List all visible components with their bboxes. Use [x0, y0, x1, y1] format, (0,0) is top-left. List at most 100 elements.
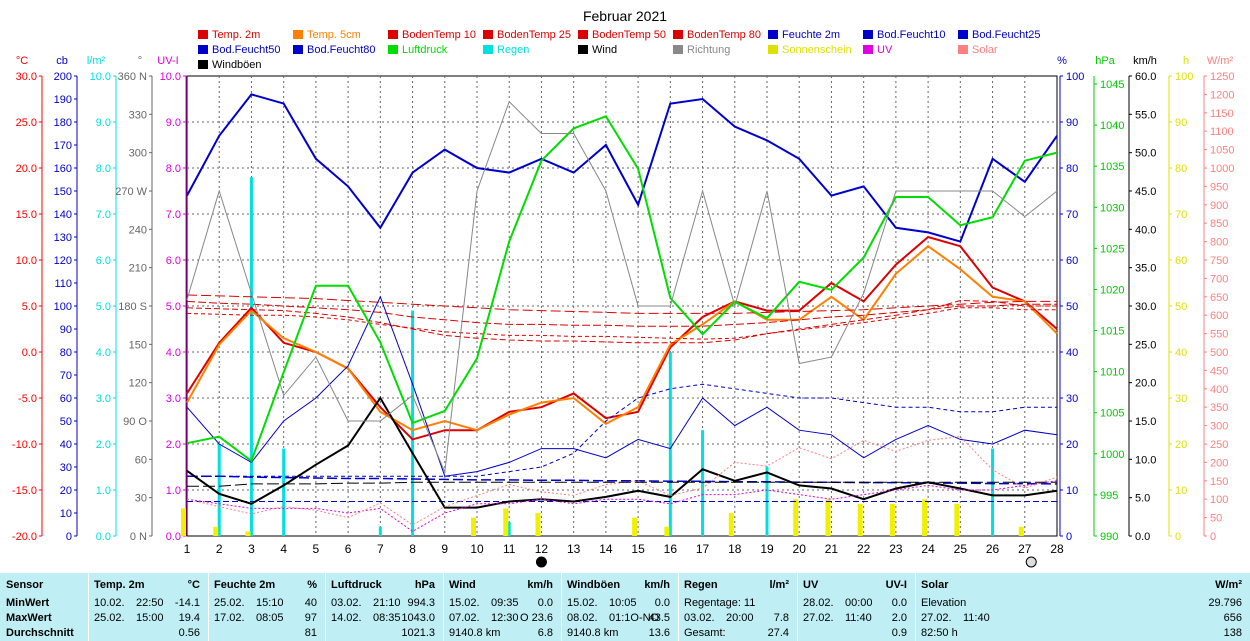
series-line-feuchte-2m	[186, 93, 1058, 243]
series-line-bodentemp-50	[186, 300, 1057, 327]
axis-tick-label: 30.0	[16, 71, 37, 83]
axis-label: l/m²	[87, 55, 106, 67]
x-axis: 1 2 3 4 5 6 7 8 9 10 11 12 13 14 15 16 17 18 19 20 21 22 23 24 2…	[184, 542, 1064, 568]
axis-tick-label: 70	[1066, 209, 1078, 221]
axis-tick-label: 100	[1175, 71, 1193, 83]
stats-row: 27.02. 11:40 656	[921, 612, 1242, 624]
x-tick-label: 18	[728, 542, 742, 556]
bar-sonnenschein	[922, 499, 928, 536]
stats-row: 03.02. 20:00 7.8	[684, 612, 789, 624]
axis-tick-label: 30	[1175, 393, 1187, 405]
x-tick-label: 2	[216, 542, 223, 556]
stats-row: Gesamt: 27.4	[684, 627, 789, 639]
axis-tick-label: 60	[1066, 255, 1078, 267]
axis-tick-label: 0.0	[166, 531, 181, 543]
axis-tick-label: 20	[1175, 439, 1187, 451]
axis-tick-label: 150	[54, 186, 72, 198]
axis-tick-label: 25.0	[1135, 339, 1156, 351]
axis-tick-label: 7.0	[96, 209, 111, 221]
stats-header: Sensor	[6, 579, 44, 591]
stats-row: 08.02. 01:1O-NO 43.5	[567, 612, 670, 624]
axis-tick-label: 10.0	[90, 71, 111, 83]
stats-column: UV UV-I 28.02. 00:00 0.0 27.02. 11:40 2.0 0.9	[797, 573, 916, 641]
stats-header: Windböen km/h	[567, 579, 670, 591]
axis-tick-label: 700	[1210, 273, 1228, 285]
axis-tick-label: 1250	[1210, 71, 1234, 83]
axis-tick-label: 50.0	[1135, 148, 1156, 160]
legend-swatch	[198, 60, 208, 69]
axis-tick-label: 15.0	[1135, 416, 1156, 428]
axis-tick-label: 1005	[1100, 408, 1124, 420]
axis-tick-label: 25.0	[16, 117, 37, 129]
bar-regen	[249, 177, 253, 536]
stats-row: 0.56	[178, 627, 200, 639]
axis-tick-label: 0	[66, 531, 72, 543]
x-tick-label: 8	[409, 542, 416, 556]
bar-sonnenschein	[889, 503, 895, 536]
axis-tick-label: 990	[1100, 531, 1118, 543]
x-tick-label: 17	[696, 542, 710, 556]
axis-tick-label: 0.0	[96, 531, 111, 543]
axis-tick-label: 500	[1210, 347, 1228, 359]
axis-tick-label: 210	[129, 263, 147, 275]
axis-tick-label: 6.0	[166, 255, 181, 267]
stats-row: Elevation 29.796	[921, 597, 1242, 609]
stats-header: Solar W/m²	[921, 579, 1242, 591]
axis-tick-label: 60	[60, 393, 72, 405]
axis-tick-label: 80	[1175, 163, 1187, 175]
axis-tick-label: 600	[1210, 310, 1228, 322]
x-tick-label: 16	[664, 542, 678, 556]
axis-tick-label: 300	[1210, 421, 1228, 433]
legend-label: Luftdruck	[402, 44, 448, 56]
bar-regen	[991, 448, 995, 536]
legend-label: BodenTemp 25	[497, 29, 571, 41]
series-line-bodentemp-10	[186, 299, 1057, 344]
axis-tick-label: 7.0	[166, 209, 181, 221]
axis-tick-label: 250	[1210, 439, 1228, 451]
axis-tick-label: 190	[54, 94, 72, 106]
stats-table: Sensor MinWert MaxWert Durchschnitt Temp. 2m…	[0, 573, 1250, 641]
axis-tick-label: 0	[1066, 531, 1072, 543]
axis-tick-label: 40	[60, 439, 72, 451]
series-line-richtung	[186, 100, 1058, 475]
legend-label: Windböen	[212, 59, 262, 71]
axis-tick-label: 150	[129, 339, 147, 351]
stats-column: Luftdruck hPa 03.02. 21:10 994.3 14.02. 08:35 1…	[325, 573, 444, 641]
axis-tick-label: 1015	[1100, 326, 1124, 338]
legend-swatch	[198, 45, 208, 54]
legend-label: BodenTemp 10	[402, 29, 476, 41]
x-tick-label: 6	[345, 542, 352, 556]
stats-row: 10.02. 22:50 -14.1	[94, 597, 200, 609]
axis-tick-label: 10	[1066, 485, 1078, 497]
axis-tick-label: 1000	[1210, 163, 1234, 175]
axis-tick-label: 750	[1210, 255, 1228, 267]
axis-tick-label: 50	[1175, 301, 1187, 313]
bar-sonnenschein	[857, 503, 863, 536]
stats-row: MaxWert	[6, 612, 52, 624]
x-tick-label: 26	[986, 542, 1000, 556]
axis-tick-label: 1000	[1100, 449, 1124, 461]
axis-tick-label: 450	[1210, 365, 1228, 377]
axis-tick-label: 5.0	[166, 301, 181, 313]
stats-row: 07.02. 12:30 O 23.6	[449, 612, 553, 624]
legend-swatch	[578, 45, 588, 54]
axis-tick-label: 1200	[1210, 89, 1234, 101]
x-tick-label: 13	[567, 542, 581, 556]
legend-swatch	[863, 30, 873, 39]
axis-label: °C	[16, 55, 28, 67]
legend-swatch	[768, 30, 778, 39]
axis-tick-label: 80	[60, 347, 72, 359]
axis-tick-label: 150	[1210, 476, 1228, 488]
series-line-bod-feucht25	[187, 383, 1057, 477]
stats-column: Sensor MinWert MaxWert Durchschnitt	[0, 573, 89, 641]
axis-tick-label: 70	[1175, 209, 1187, 221]
axis-tick-label: 30.0	[1135, 301, 1156, 313]
axis-tick-label: 100	[54, 301, 72, 313]
axis-tick-label: 20.0	[1135, 378, 1156, 390]
series-line-luftdruck	[186, 115, 1058, 463]
axis-tick-label: 360 N	[118, 71, 147, 83]
x-tick-label: 22	[857, 542, 871, 556]
bar-sonnenschein	[1018, 526, 1024, 536]
stats-row: 28.02. 00:00 0.0	[803, 597, 907, 609]
moon-phase-marker	[1025, 556, 1037, 568]
